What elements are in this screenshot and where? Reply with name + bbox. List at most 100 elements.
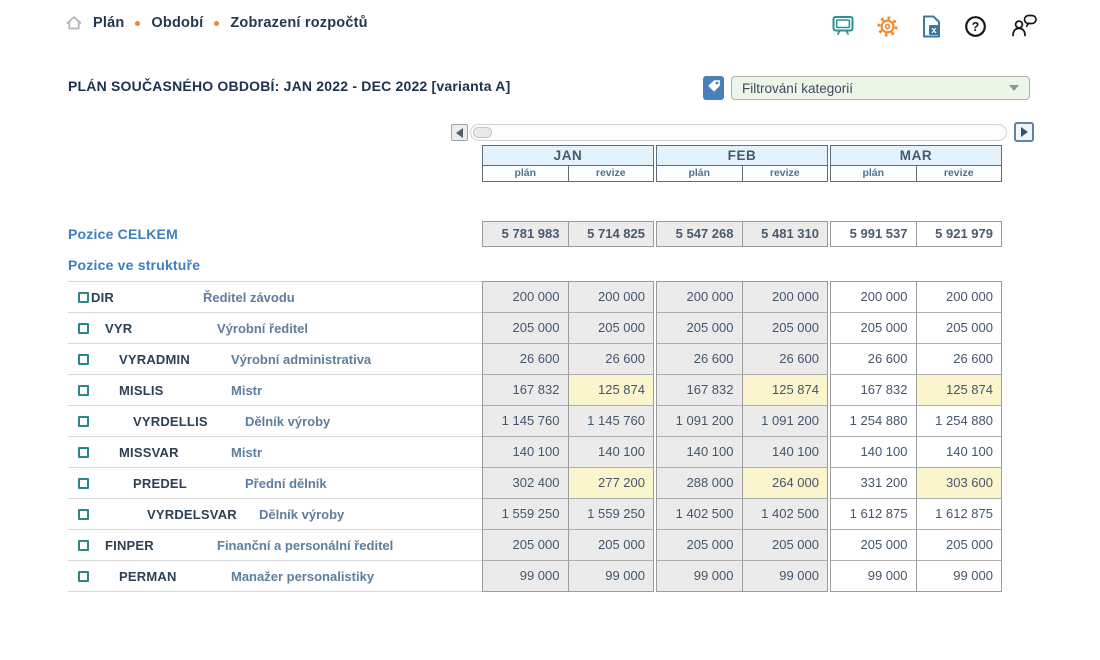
value-cell[interactable]: 140 100 xyxy=(917,437,1002,467)
value-cell[interactable]: 167 832 xyxy=(831,375,917,405)
value-cell[interactable]: 288 000 xyxy=(657,468,743,498)
value-cell[interactable]: 205 000 xyxy=(831,313,917,343)
row-description: Výrobní ředitel xyxy=(217,321,308,336)
value-cell[interactable]: 140 100 xyxy=(831,437,917,467)
row-description: Finanční a personální ředitel xyxy=(217,538,393,553)
value-cell[interactable]: 1 559 250 xyxy=(483,499,569,529)
row-description: Mistr xyxy=(231,445,262,460)
row-checkbox[interactable] xyxy=(78,323,89,334)
value-cell[interactable]: 26 600 xyxy=(483,344,569,374)
scrollbar-thumb[interactable] xyxy=(473,127,492,138)
subcolumn-header: plán xyxy=(657,166,743,181)
total-cell: 5 481 310 xyxy=(743,222,828,246)
row-checkbox[interactable] xyxy=(78,540,89,551)
value-cell[interactable]: 1 559 250 xyxy=(569,499,654,529)
value-cell[interactable]: 26 600 xyxy=(569,344,654,374)
monitor-icon[interactable] xyxy=(832,15,854,37)
value-cell[interactable]: 140 100 xyxy=(657,437,743,467)
row-code: VYRDELSVAR xyxy=(147,507,259,522)
value-cell[interactable]: 205 000 xyxy=(917,313,1002,343)
row-checkbox[interactable] xyxy=(78,354,89,365)
value-cell[interactable]: 205 000 xyxy=(657,530,743,560)
row-description: Mistr xyxy=(231,383,262,398)
value-cell[interactable]: 125 874 xyxy=(569,375,654,405)
category-filter-dropdown[interactable]: Filtrování kategorií xyxy=(731,76,1030,100)
value-cell[interactable]: 205 000 xyxy=(483,530,569,560)
value-cell[interactable]: 1 254 880 xyxy=(917,406,1002,436)
scrollbar-track[interactable] xyxy=(470,124,1007,141)
value-cell[interactable]: 125 874 xyxy=(917,375,1002,405)
value-cell[interactable]: 1 612 875 xyxy=(831,499,917,529)
value-cell[interactable]: 200 000 xyxy=(483,282,569,312)
row-checkbox[interactable] xyxy=(78,571,89,582)
value-cell[interactable]: 26 600 xyxy=(657,344,743,374)
scroll-right-button[interactable] xyxy=(1014,122,1034,142)
row-checkbox[interactable] xyxy=(78,292,89,303)
value-cell[interactable]: 167 832 xyxy=(483,375,569,405)
value-cell[interactable]: 205 000 xyxy=(743,313,828,343)
row-checkbox[interactable] xyxy=(78,509,89,520)
value-cell[interactable]: 200 000 xyxy=(831,282,917,312)
value-cell[interactable]: 200 000 xyxy=(743,282,828,312)
gear-icon[interactable] xyxy=(876,15,899,38)
home-icon[interactable] xyxy=(66,15,82,31)
value-cell[interactable]: 99 000 xyxy=(483,561,569,591)
subcolumn-header: plán xyxy=(831,166,917,181)
row-code: VYR xyxy=(105,321,217,336)
value-cell[interactable]: 200 000 xyxy=(569,282,654,312)
value-cell[interactable]: 1 612 875 xyxy=(917,499,1002,529)
value-cell[interactable]: 26 600 xyxy=(917,344,1002,374)
value-cell[interactable]: 277 200 xyxy=(569,468,654,498)
value-cell[interactable]: 205 000 xyxy=(657,313,743,343)
table-row: VYRVýrobní ředitel xyxy=(68,313,482,344)
value-cell[interactable]: 205 000 xyxy=(569,530,654,560)
value-cell[interactable]: 205 000 xyxy=(743,530,828,560)
total-cell: 5 714 825 xyxy=(569,222,654,246)
value-cell[interactable]: 167 832 xyxy=(657,375,743,405)
value-cell[interactable]: 99 000 xyxy=(917,561,1002,591)
excel-export-icon[interactable]: x xyxy=(921,15,942,38)
scroll-left-button[interactable] xyxy=(451,124,468,141)
value-cell[interactable]: 1 145 760 xyxy=(569,406,654,436)
breadcrumb-separator-icon xyxy=(214,21,219,26)
breadcrumb-item-plan[interactable]: Plán xyxy=(93,15,124,31)
value-cell[interactable]: 303 600 xyxy=(917,468,1002,498)
row-checkbox[interactable] xyxy=(78,416,89,427)
category-lock-button[interactable] xyxy=(703,76,724,100)
value-cell[interactable]: 205 000 xyxy=(831,530,917,560)
value-cell[interactable]: 26 600 xyxy=(743,344,828,374)
value-cell[interactable]: 200 000 xyxy=(917,282,1002,312)
value-cell[interactable]: 99 000 xyxy=(569,561,654,591)
value-cell[interactable]: 99 000 xyxy=(657,561,743,591)
value-cell[interactable]: 1 402 500 xyxy=(743,499,828,529)
value-cell[interactable]: 331 200 xyxy=(831,468,917,498)
chevron-down-icon xyxy=(1009,85,1019,91)
month-value-group: 200 000200 000205 000205 00026 60026 600… xyxy=(830,281,1002,592)
value-cell[interactable]: 264 000 xyxy=(743,468,828,498)
value-cell[interactable]: 205 000 xyxy=(569,313,654,343)
value-cell[interactable]: 140 100 xyxy=(743,437,828,467)
value-cell[interactable]: 1 091 200 xyxy=(657,406,743,436)
value-cell[interactable]: 1 091 200 xyxy=(743,406,828,436)
row-checkbox[interactable] xyxy=(78,447,89,458)
row-checkbox[interactable] xyxy=(78,478,89,489)
value-cell[interactable]: 200 000 xyxy=(657,282,743,312)
value-cell[interactable]: 205 000 xyxy=(483,313,569,343)
user-feedback-icon[interactable] xyxy=(1009,14,1038,38)
value-cell[interactable]: 1 254 880 xyxy=(831,406,917,436)
help-icon[interactable]: ? xyxy=(964,15,987,38)
breadcrumb-item-zobrazeni-rozpoctu[interactable]: Zobrazení rozpočtů xyxy=(230,15,367,31)
value-cell[interactable]: 26 600 xyxy=(831,344,917,374)
subcolumn-header: revize xyxy=(917,166,1002,181)
value-cell[interactable]: 1 402 500 xyxy=(657,499,743,529)
value-cell[interactable]: 302 400 xyxy=(483,468,569,498)
value-cell[interactable]: 99 000 xyxy=(743,561,828,591)
breadcrumb-item-obdobi[interactable]: Období xyxy=(151,15,203,31)
value-cell[interactable]: 125 874 xyxy=(743,375,828,405)
value-cell[interactable]: 205 000 xyxy=(917,530,1002,560)
value-cell[interactable]: 1 145 760 xyxy=(483,406,569,436)
row-checkbox[interactable] xyxy=(78,385,89,396)
value-cell[interactable]: 140 100 xyxy=(569,437,654,467)
value-cell[interactable]: 99 000 xyxy=(831,561,917,591)
value-cell[interactable]: 140 100 xyxy=(483,437,569,467)
